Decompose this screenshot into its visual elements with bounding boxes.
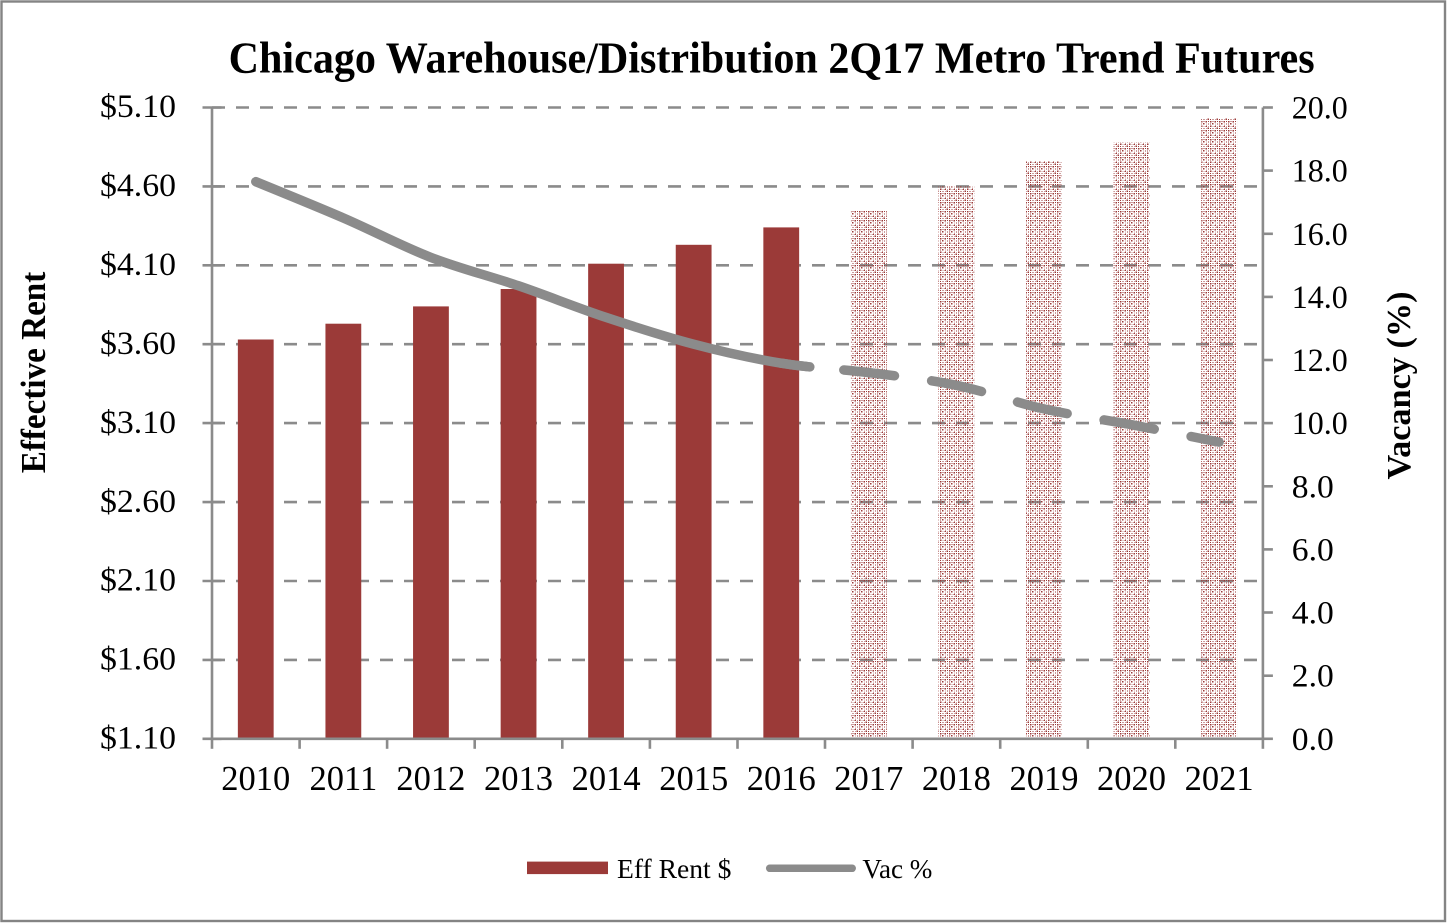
svg-text:14.0: 14.0: [1292, 280, 1348, 316]
svg-text:Vac %: Vac %: [862, 853, 932, 884]
svg-text:2013: 2013: [484, 760, 553, 798]
svg-text:$3.60: $3.60: [100, 326, 176, 362]
svg-text:18.0: 18.0: [1292, 154, 1348, 190]
svg-text:20.0: 20.0: [1292, 91, 1348, 127]
svg-text:Chicago Warehouse/Distribution: Chicago Warehouse/Distribution 2Q17 Metr…: [229, 34, 1315, 83]
svg-text:$2.10: $2.10: [100, 563, 176, 599]
svg-text:2012: 2012: [396, 760, 465, 798]
svg-text:Vacancy (%): Vacancy (%): [1381, 292, 1418, 480]
svg-text:$4.10: $4.10: [100, 247, 176, 283]
svg-text:2021: 2021: [1185, 760, 1254, 798]
svg-text:0.0: 0.0: [1292, 722, 1334, 758]
svg-text:$5.10: $5.10: [100, 89, 176, 125]
svg-text:$3.10: $3.10: [100, 405, 176, 441]
svg-text:8.0: 8.0: [1292, 469, 1334, 505]
svg-text:2010: 2010: [221, 760, 290, 798]
svg-text:2020: 2020: [1097, 760, 1166, 798]
svg-text:$1.60: $1.60: [100, 642, 176, 678]
svg-text:2017: 2017: [834, 760, 903, 798]
svg-text:Eff Rent $: Eff Rent $: [617, 853, 731, 884]
svg-text:Effective Rent: Effective Rent: [14, 271, 53, 473]
svg-text:2.0: 2.0: [1292, 659, 1334, 695]
svg-text:2011: 2011: [310, 760, 378, 798]
svg-text:2016: 2016: [747, 760, 816, 798]
svg-text:2015: 2015: [659, 760, 728, 798]
svg-text:2018: 2018: [922, 760, 991, 798]
svg-text:10.0: 10.0: [1292, 406, 1348, 442]
svg-text:4.0: 4.0: [1292, 596, 1334, 632]
svg-text:$2.60: $2.60: [100, 484, 176, 520]
svg-text:$4.60: $4.60: [100, 168, 176, 204]
svg-text:2019: 2019: [1010, 760, 1079, 798]
svg-text:$1.10: $1.10: [100, 721, 176, 757]
svg-text:12.0: 12.0: [1292, 343, 1348, 379]
svg-text:2014: 2014: [572, 760, 641, 798]
svg-text:16.0: 16.0: [1292, 217, 1348, 253]
svg-text:6.0: 6.0: [1292, 532, 1334, 568]
